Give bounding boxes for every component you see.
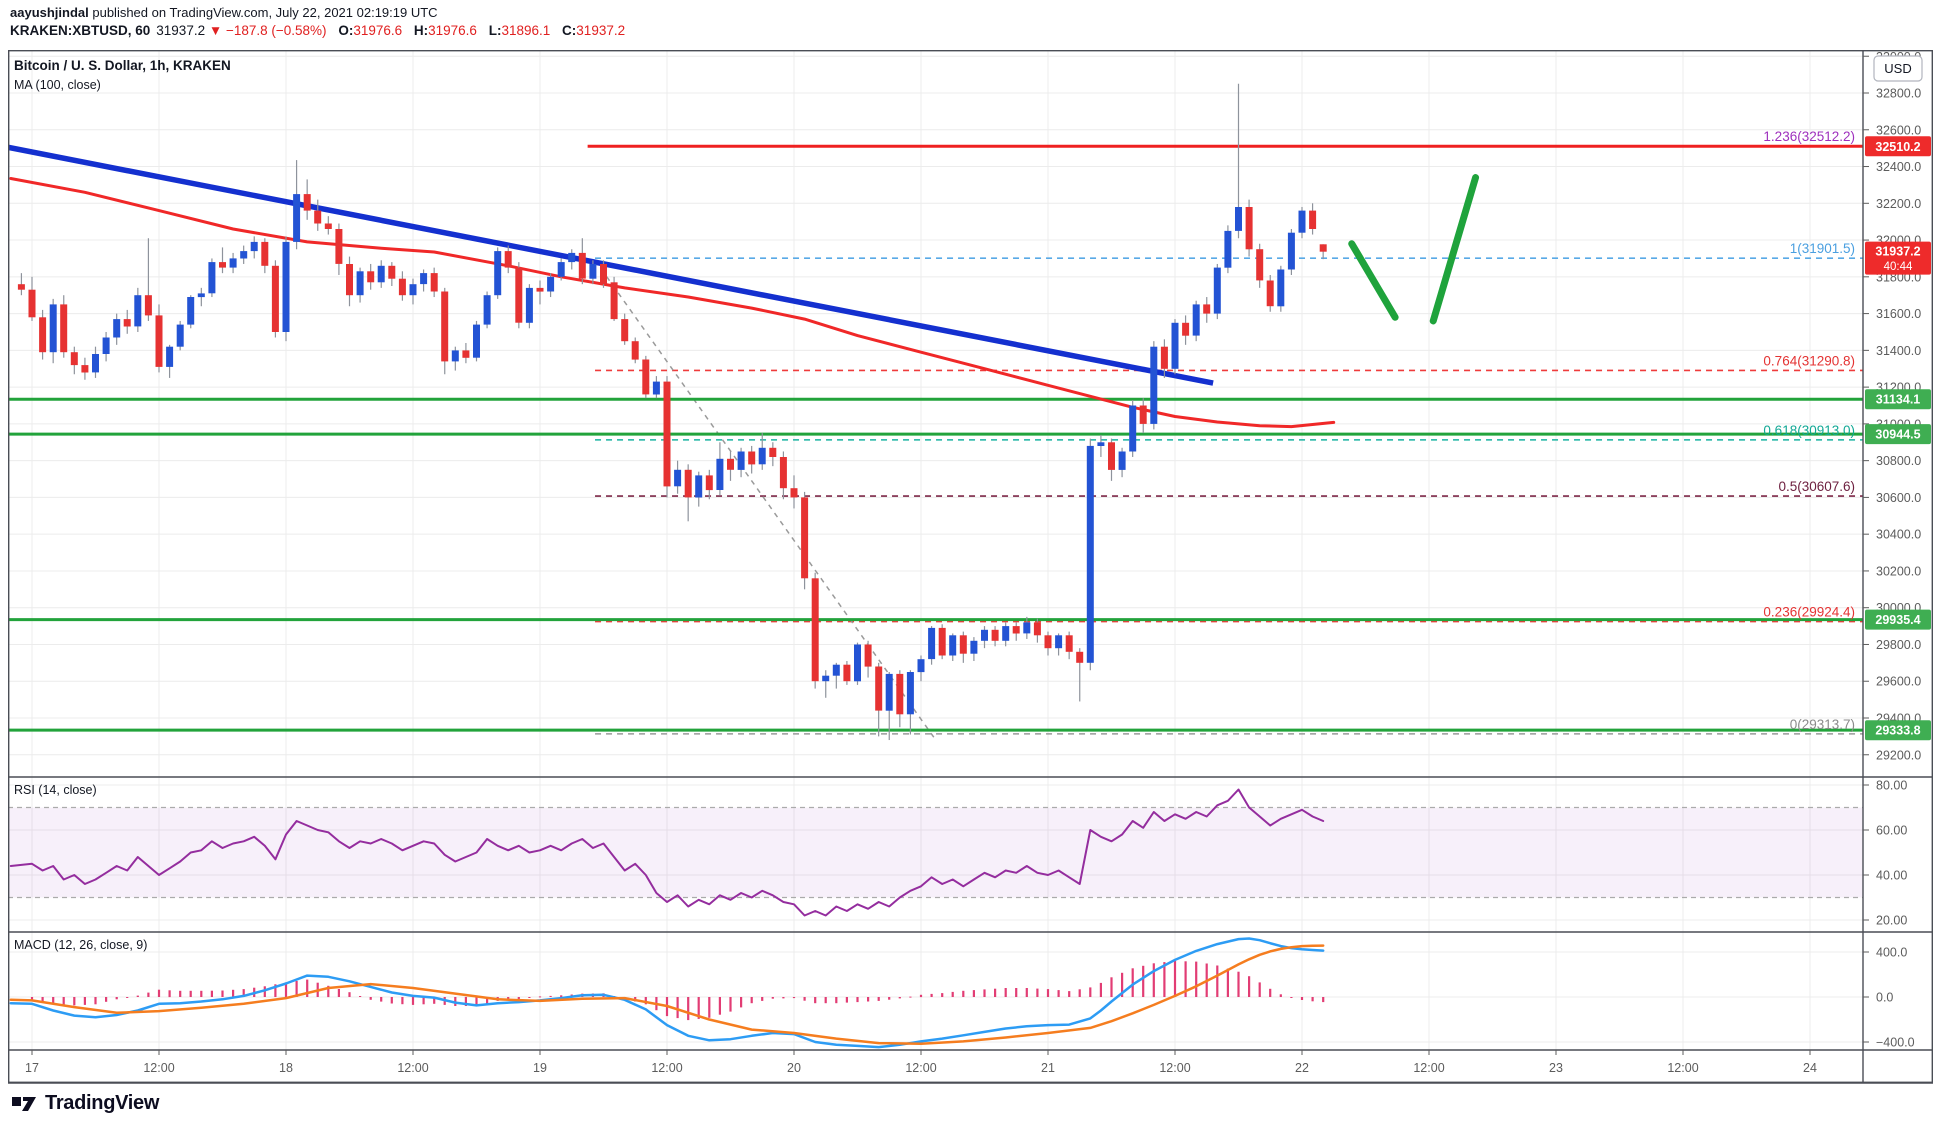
svg-text:21: 21 bbox=[1041, 1061, 1055, 1075]
svg-text:0.618(30913.0): 0.618(30913.0) bbox=[1763, 423, 1855, 438]
open-label: O: bbox=[338, 23, 354, 38]
publish-text: published on TradingView.com, July 22, 2… bbox=[88, 5, 438, 20]
candles bbox=[17, 83, 1327, 741]
tradingview-logo-text: TradingView bbox=[45, 1091, 160, 1114]
price-axis-badges: 32510.2 31134.1 30944.5 29935.4 29333.8 bbox=[1865, 136, 1931, 741]
symbol-info-bar: KRAKEN:XBTUSD, 60 31937.2 ▼ −187.8 (−0.58… bbox=[10, 23, 625, 38]
svg-text:30800.0: 30800.0 bbox=[1876, 454, 1921, 468]
currency-toggle[interactable]: USD bbox=[1873, 55, 1923, 82]
low-label: L: bbox=[488, 23, 502, 38]
close-label: C: bbox=[562, 23, 577, 38]
svg-text:31134.1: 31134.1 bbox=[1876, 393, 1921, 407]
svg-text:32600.0: 32600.0 bbox=[1876, 123, 1921, 137]
svg-text:Bitcoin / U. S. Dollar, 1h, KR: Bitcoin / U. S. Dollar, 1h, KRAKEN bbox=[14, 58, 231, 73]
svg-text:12:00: 12:00 bbox=[1159, 1061, 1190, 1075]
svg-text:30944.5: 30944.5 bbox=[1875, 428, 1920, 442]
last-price: 31937.2 bbox=[156, 23, 206, 38]
svg-text:40.00: 40.00 bbox=[1876, 869, 1907, 883]
svg-text:18: 18 bbox=[279, 1061, 293, 1075]
svg-text:80.00: 80.00 bbox=[1876, 779, 1907, 793]
svg-text:0.764(31290.8): 0.764(31290.8) bbox=[1763, 353, 1855, 368]
svg-text:20: 20 bbox=[787, 1061, 801, 1075]
svg-text:12:00: 12:00 bbox=[651, 1061, 682, 1075]
svg-text:MACD (12, 26, close, 9): MACD (12, 26, close, 9) bbox=[14, 938, 147, 952]
svg-text:MA (100, close): MA (100, close) bbox=[14, 78, 101, 92]
svg-text:19: 19 bbox=[533, 1061, 547, 1075]
svg-text:12:00: 12:00 bbox=[1413, 1061, 1444, 1075]
fib-level-labels: 1.236(32512.2) 1(31901.5) 0.764(31290.8) 0.… bbox=[1763, 129, 1855, 732]
svg-text:30600.0: 30600.0 bbox=[1876, 491, 1921, 505]
horizontal-level-lines bbox=[8, 144, 1863, 732]
blue-trendline bbox=[7, 144, 1214, 386]
svg-text:12:00: 12:00 bbox=[143, 1061, 174, 1075]
svg-text:17: 17 bbox=[25, 1061, 39, 1075]
high-value: 31976.6 bbox=[428, 23, 477, 38]
svg-text:23: 23 bbox=[1549, 1061, 1563, 1075]
high-label: H: bbox=[413, 23, 429, 38]
price-axis[interactable]: 33000.032800.032600.032400.032200.032000… bbox=[1863, 50, 1921, 1050]
chart-area: 1.236(32512.2) 1(31901.5) 0.764(31290.8) 0.… bbox=[7, 49, 1933, 1085]
gray-dashed-trendline bbox=[594, 259, 937, 741]
svg-text:31600.0: 31600.0 bbox=[1876, 307, 1921, 321]
tradingview-logo-icon bbox=[12, 1097, 36, 1111]
svg-text:20.00: 20.00 bbox=[1876, 914, 1907, 928]
pane-separators bbox=[7, 49, 1933, 1084]
open-value: 31976.6 bbox=[353, 23, 403, 38]
svg-text:32400.0: 32400.0 bbox=[1876, 160, 1921, 174]
svg-text:12:00: 12:00 bbox=[397, 1061, 428, 1075]
publish-info: aayushjindal published on TradingView.co… bbox=[10, 5, 438, 20]
svg-text:29935.4: 29935.4 bbox=[1875, 613, 1920, 627]
svg-text:400.0: 400.0 bbox=[1876, 946, 1907, 960]
svg-text:29200.0: 29200.0 bbox=[1876, 748, 1921, 762]
svg-text:1.236(32512.2): 1.236(32512.2) bbox=[1763, 129, 1855, 144]
svg-text:0(29313.7): 0(29313.7) bbox=[1790, 717, 1855, 732]
svg-text:12:00: 12:00 bbox=[1667, 1061, 1698, 1075]
current-price-badge: 31937.2 40:44 bbox=[1875, 245, 1920, 273]
svg-text:31937.2: 31937.2 bbox=[1875, 245, 1920, 259]
svg-text:0.5(30607.6): 0.5(30607.6) bbox=[1778, 479, 1855, 494]
svg-text:1(31901.5): 1(31901.5) bbox=[1790, 241, 1855, 256]
svg-text:40:44: 40:44 bbox=[1884, 261, 1913, 273]
svg-text:29333.8: 29333.8 bbox=[1875, 724, 1920, 738]
macd-histogram bbox=[30, 961, 1325, 1021]
svg-text:29800.0: 29800.0 bbox=[1876, 638, 1921, 652]
chart-canvas[interactable]: 1.236(32512.2) 1(31901.5) 0.764(31290.8) 0.… bbox=[7, 49, 1933, 1085]
svg-text:32200.0: 32200.0 bbox=[1876, 197, 1921, 211]
price-change: ▼ −187.8 (−0.58%) bbox=[208, 23, 327, 38]
svg-text:22: 22 bbox=[1295, 1061, 1309, 1075]
svg-text:31400.0: 31400.0 bbox=[1876, 344, 1921, 358]
svg-text:30200.0: 30200.0 bbox=[1876, 564, 1921, 578]
svg-text:24: 24 bbox=[1803, 1061, 1817, 1075]
green-drawn-marks bbox=[1348, 174, 1480, 325]
svg-text:0.0: 0.0 bbox=[1876, 991, 1893, 1005]
svg-text:USD: USD bbox=[1884, 61, 1911, 76]
svg-text:32510.2: 32510.2 bbox=[1875, 140, 1920, 154]
close-value: 31937.2 bbox=[576, 23, 626, 38]
svg-text:30400.0: 30400.0 bbox=[1876, 528, 1921, 542]
symbol-name: KRAKEN:XBTUSD, 60 bbox=[10, 23, 151, 38]
rsi-pane bbox=[8, 788, 1863, 917]
time-axis[interactable]: 17 12:00 18 12:00 19 12:00 20 12:00 21 12:00 22 12:… bbox=[25, 1050, 1817, 1075]
svg-text:0.236(29924.4): 0.236(29924.4) bbox=[1763, 605, 1855, 620]
author-name: aayushjindal bbox=[10, 5, 89, 20]
grid-lines bbox=[8, 50, 1863, 1050]
tradingview-logo[interactable]: TradingView bbox=[12, 1090, 159, 1116]
pane-legends: Bitcoin / U. S. Dollar, 1h, KRAKEN MA (10… bbox=[14, 58, 231, 952]
svg-text:−400.0: −400.0 bbox=[1876, 1036, 1915, 1050]
svg-text:60.00: 60.00 bbox=[1876, 824, 1907, 838]
svg-text:32800.0: 32800.0 bbox=[1876, 87, 1921, 101]
svg-text:29600.0: 29600.0 bbox=[1876, 675, 1921, 689]
low-value: 31896.1 bbox=[501, 23, 551, 38]
svg-text:RSI (14, close): RSI (14, close) bbox=[14, 783, 97, 797]
ma100-line bbox=[9, 177, 1336, 429]
macd-lines bbox=[9, 937, 1325, 1049]
svg-text:12:00: 12:00 bbox=[905, 1061, 936, 1075]
